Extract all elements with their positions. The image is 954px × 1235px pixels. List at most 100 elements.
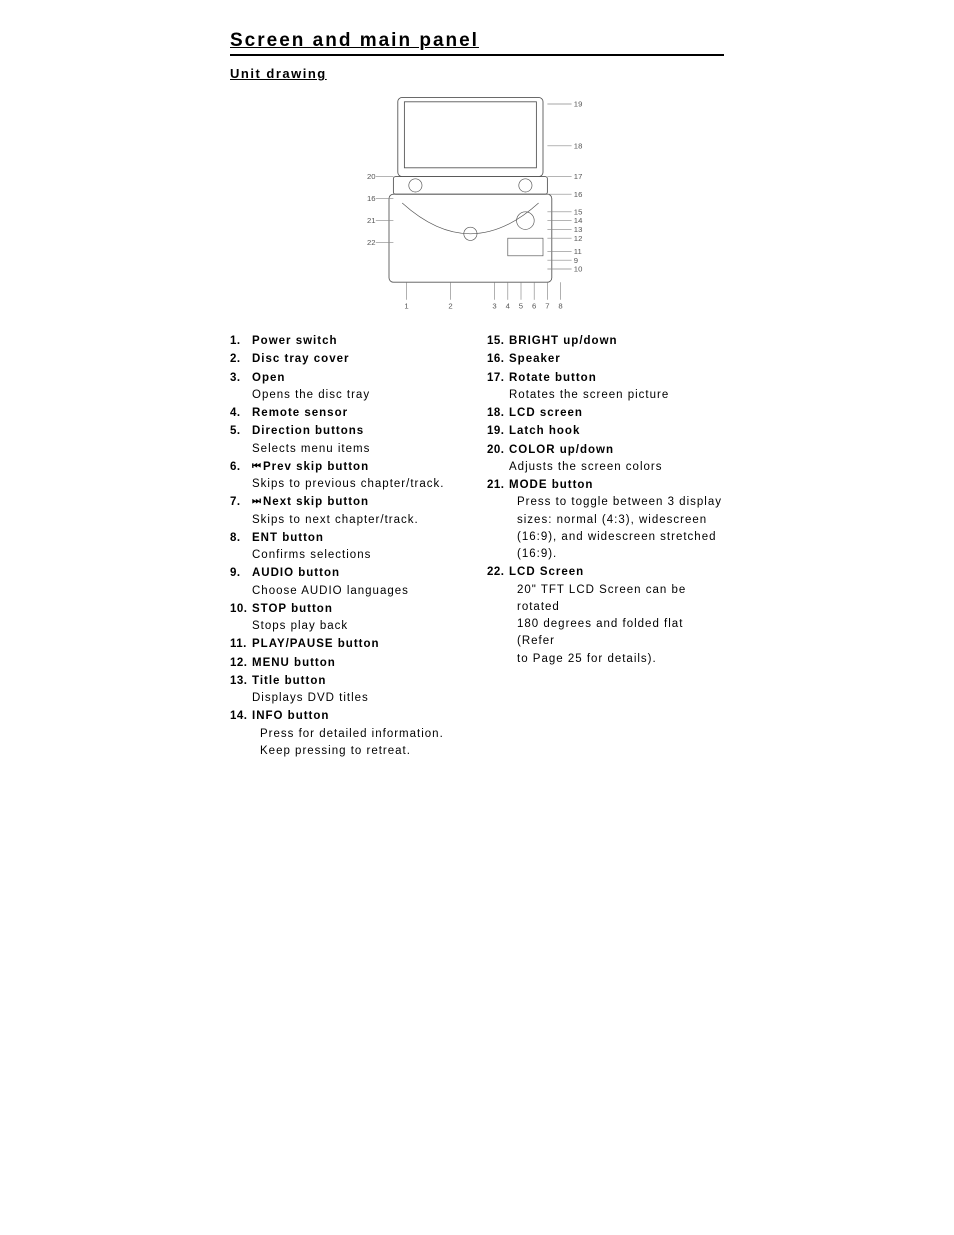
legend-item-desc: Press for detailed information. xyxy=(260,726,467,743)
legend-item: 1.Power switch xyxy=(230,333,467,350)
legend-item-label: Open xyxy=(252,370,285,387)
legend-item-number: 10. xyxy=(230,601,252,618)
svg-text:6: 6 xyxy=(532,302,536,311)
legend-item-desc: (16:9). xyxy=(517,546,724,563)
legend-item-number: 14. xyxy=(230,708,252,725)
legend-item: 12.MENU button xyxy=(230,655,467,672)
legend-item-number: 16. xyxy=(487,351,509,368)
legend-item: 7.⏭Next skip buttonSkips to next chapter… xyxy=(230,494,467,529)
legend-item-label: Rotate button xyxy=(509,370,597,387)
legend-item: 18.LCD screen xyxy=(487,405,724,422)
legend-item-desc: Confirms selections xyxy=(252,547,467,564)
legend-item-number: 17. xyxy=(487,370,509,387)
skip-icon: ⏮ xyxy=(252,459,261,476)
legend-item: 10.STOP buttonStops play back xyxy=(230,601,467,636)
svg-text:19: 19 xyxy=(574,100,583,109)
legend-item-label: PLAY/PAUSE button xyxy=(252,636,380,653)
page-subtitle: Unit drawing xyxy=(230,66,724,81)
legend-item-desc: Adjusts the screen colors xyxy=(509,459,724,476)
svg-text:15: 15 xyxy=(574,207,583,216)
legend-item-label: Disc tray cover xyxy=(252,351,349,368)
legend-item: 8.ENT buttonConfirms selections xyxy=(230,530,467,565)
legend-item-label: MODE button xyxy=(509,477,593,494)
svg-text:2: 2 xyxy=(448,302,452,311)
svg-text:10: 10 xyxy=(574,265,583,274)
legend-item-label: Speaker xyxy=(509,351,561,368)
legend-item: 21.MODE buttonPress to toggle between 3 … xyxy=(487,477,724,563)
legend-item-label: Direction buttons xyxy=(252,423,364,440)
legend-item-number: 4. xyxy=(230,405,252,422)
svg-text:18: 18 xyxy=(574,141,583,150)
legend-item-number: 6. xyxy=(230,459,252,476)
legend-item-desc: Press to toggle between 3 display xyxy=(517,494,724,511)
legend-item-desc: to Page 25 for details). xyxy=(517,651,724,668)
legend-item-number: 20. xyxy=(487,442,509,459)
svg-text:4: 4 xyxy=(506,302,511,311)
legend-left-column: 1.Power switch2.Disc tray cover 3.OpenOpe… xyxy=(230,333,467,761)
svg-text:17: 17 xyxy=(574,172,583,181)
svg-text:20: 20 xyxy=(367,172,376,181)
svg-text:21: 21 xyxy=(367,216,376,225)
legend-item: 2.Disc tray cover xyxy=(230,351,467,368)
legend-item-number: 15. xyxy=(487,333,509,350)
legend-item-number: 19. xyxy=(487,423,509,440)
legend-item: 5.Direction buttonsSelects menu items xyxy=(230,423,467,458)
legend-item-number: 2. xyxy=(230,351,252,368)
legend-item-number: 12. xyxy=(230,655,252,672)
svg-text:14: 14 xyxy=(574,216,583,225)
legend-item-label: Next skip button xyxy=(263,494,369,511)
legend-item: 22.LCD Screen20" TFT LCD Screen can be r… xyxy=(487,564,724,668)
legend-item: 19.Latch hook xyxy=(487,423,724,440)
legend-item-number: 13. xyxy=(230,673,252,690)
legend-item-label: LCD screen xyxy=(509,405,583,422)
legend-item-number: 7. xyxy=(230,494,252,511)
legend-item-label: MENU button xyxy=(252,655,336,672)
legend-item-number: 9. xyxy=(230,565,252,582)
legend-item-desc: Selects menu items xyxy=(252,441,467,458)
svg-text:9: 9 xyxy=(574,256,578,265)
legend-item-desc: Displays DVD titles xyxy=(252,690,467,707)
legend-item-label: LCD Screen xyxy=(509,564,584,581)
legend-item-desc: Rotates the screen picture xyxy=(509,387,724,404)
page-title: Screen and main panel xyxy=(230,30,724,56)
legend-item-label: AUDIO button xyxy=(252,565,340,582)
unit-diagram: 2016212219181716151413121191012345678 xyxy=(230,93,724,313)
legend-item-desc: Skips to next chapter/track. xyxy=(252,512,467,529)
legend-item-number: 5. xyxy=(230,423,252,440)
legend-item-desc: 20" TFT LCD Screen can be rotated xyxy=(517,582,724,617)
legend-item-desc: Keep pressing to retreat. xyxy=(260,743,467,760)
legend-item-desc: Skips to previous chapter/track. xyxy=(252,476,467,493)
legend-item-label: Remote sensor xyxy=(252,405,348,422)
legend-item-number: 11. xyxy=(230,636,252,653)
legend-item: 15.BRIGHT up/down xyxy=(487,333,724,350)
legend-item: 11.PLAY/PAUSE button xyxy=(230,636,467,653)
manual-page: Screen and main panel Unit drawing 20162… xyxy=(0,0,954,801)
legend-item-label: INFO button xyxy=(252,708,329,725)
legend-item-desc: 180 degrees and folded flat (Refer xyxy=(517,616,724,651)
legend-item-desc: Choose AUDIO languages xyxy=(252,583,467,600)
svg-text:8: 8 xyxy=(558,302,562,311)
legend-item: 9.AUDIO buttonChoose AUDIO languages xyxy=(230,565,467,600)
legend-item: 3.OpenOpens the disc tray xyxy=(230,370,467,405)
legend-item-desc: sizes: normal (4:3), widescreen xyxy=(517,512,724,529)
svg-text:3: 3 xyxy=(492,302,496,311)
diagram-svg: 2016212219181716151413121191012345678 xyxy=(367,93,587,313)
svg-text:11: 11 xyxy=(574,247,582,256)
skip-icon: ⏭ xyxy=(252,494,261,511)
legend-item-number: 22. xyxy=(487,564,509,581)
legend-item-number: 1. xyxy=(230,333,252,350)
legend-item: 13.Title buttonDisplays DVD titles xyxy=(230,673,467,708)
svg-text:5: 5 xyxy=(519,302,523,311)
legend-item-label: Latch hook xyxy=(509,423,580,440)
svg-text:16: 16 xyxy=(574,190,583,199)
svg-text:1: 1 xyxy=(404,302,408,311)
legend-item: 16.Speaker xyxy=(487,351,724,368)
svg-text:16: 16 xyxy=(367,194,376,203)
legend-right-column: 15.BRIGHT up/down16.Speaker17.Rotate but… xyxy=(487,333,724,761)
legend-item: 6.⏮Prev skip buttonSkips to previous cha… xyxy=(230,459,467,494)
svg-text:22: 22 xyxy=(367,238,376,247)
legend-item: 20.COLOR up/downAdjusts the screen color… xyxy=(487,442,724,477)
legend-item: 17.Rotate buttonRotates the screen pictu… xyxy=(487,370,724,405)
svg-text:12: 12 xyxy=(574,234,583,243)
legend-item-desc: (16:9), and widescreen stretched xyxy=(517,529,724,546)
